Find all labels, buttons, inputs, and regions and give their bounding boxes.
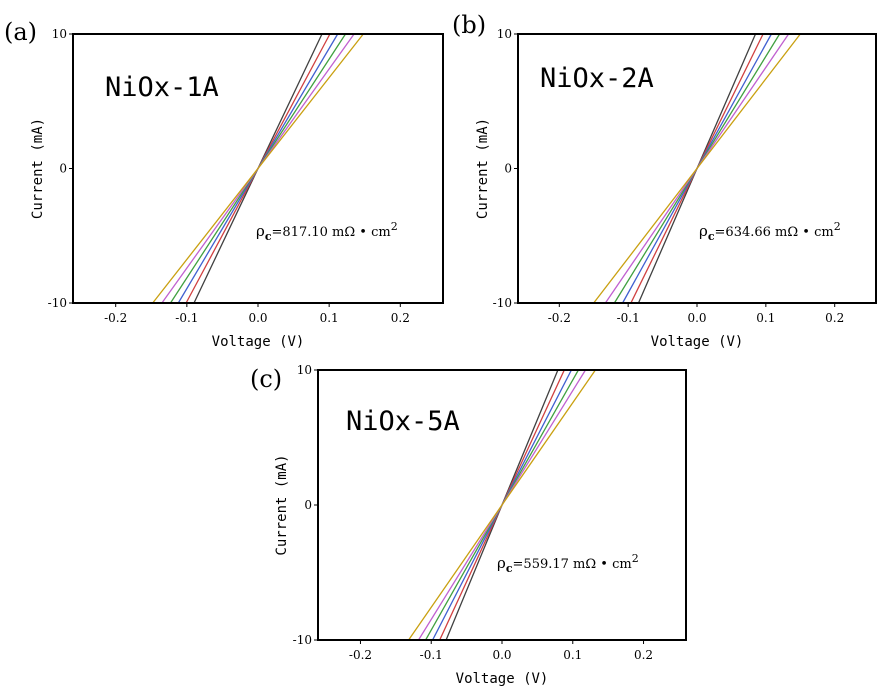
- chart-2-ytick-label-0: -10: [293, 633, 312, 647]
- chart-0-y-axis-label: Current (mA): [30, 118, 46, 219]
- chart-1-panel: -0.2 -0.1 0.0 0.1 0.2 -10 0 10 Voltage (V) Curren…: [452, 11, 877, 350]
- chart-1-y-axis-label: Current (mA): [475, 118, 491, 219]
- chart-2-series-line-5: [408, 369, 596, 641]
- chart-0-xtick-label-3: 0.1: [320, 311, 339, 325]
- chart-2-xtick-label-0: -0.2: [349, 648, 372, 662]
- chart-0-resistivity-annotation: ρc=817.10 mΩ • cm2: [256, 220, 398, 243]
- chart-1-panel-letter: (b): [452, 11, 486, 39]
- chart-1-ytick-label-0: -10: [493, 296, 512, 310]
- chart-0-ytick-label-0: -10: [48, 296, 67, 310]
- chart-0-ytick-label-2: 10: [52, 27, 67, 41]
- chart-2-ytick-label-1: 0: [304, 498, 312, 512]
- chart-0-panel-letter: (a): [4, 18, 37, 46]
- chart-1-xtick-label-2: 0.0: [687, 311, 706, 325]
- chart-1-xtick-label-4: 0.2: [825, 311, 844, 325]
- chart-1-xtick-label-0: -0.2: [548, 311, 571, 325]
- chart-1-resistivity-annotation: ρc=634.66 mΩ • cm2: [699, 220, 841, 243]
- chart-1-ytick-label-2: 10: [497, 27, 512, 41]
- chart-1-xtick-label-1: -0.1: [617, 311, 640, 325]
- chart-2-panel-letter: (c): [250, 365, 282, 393]
- chart-0-panel: -0.2 -0.1 0.0 0.1 0.2 -10 0 10 Voltage (V) Curren…: [4, 18, 444, 350]
- chart-0-xtick-label-0: -0.2: [104, 311, 127, 325]
- chart-1-sample-title: NiOx-2A: [540, 63, 654, 94]
- chart-2-xtick-label-2: 0.0: [492, 648, 511, 662]
- chart-2-resistivity-annotation: ρc=559.17 mΩ • cm2: [497, 552, 639, 575]
- chart-0-sample-title: NiOx-1A: [105, 72, 219, 103]
- chart-1-x-axis-label: Voltage (V): [651, 334, 744, 350]
- chart-2-y-axis-label: Current (mA): [274, 454, 290, 555]
- chart-2-x-axis-label: Voltage (V): [456, 671, 549, 687]
- chart-2-sample-title: NiOx-5A: [346, 406, 460, 437]
- chart-0-xtick-label-1: -0.1: [175, 311, 198, 325]
- chart-1-ytick-label-1: 0: [504, 162, 512, 176]
- chart-0-xtick-label-2: 0.0: [248, 311, 267, 325]
- chart-1-xtick-label-3: 0.1: [756, 311, 775, 325]
- chart-2-xtick-label-4: 0.2: [634, 648, 653, 662]
- chart-0-series-line-5: [152, 33, 364, 304]
- chart-2-panel: -0.2 -0.1 0.0 0.1 0.2 -10 0 10 Voltage (V) Curren…: [250, 363, 687, 687]
- chart-2-xtick-label-3: 0.1: [563, 648, 582, 662]
- chart-2-ytick-label-2: 10: [297, 363, 312, 377]
- chart-0-ytick-label-1: 0: [59, 162, 67, 176]
- chart-1-series-line-5: [593, 33, 801, 304]
- chart-2-xtick-label-1: -0.1: [420, 648, 443, 662]
- chart-0-x-axis-label: Voltage (V): [212, 334, 305, 350]
- chart-0-xtick-label-4: 0.2: [391, 311, 410, 325]
